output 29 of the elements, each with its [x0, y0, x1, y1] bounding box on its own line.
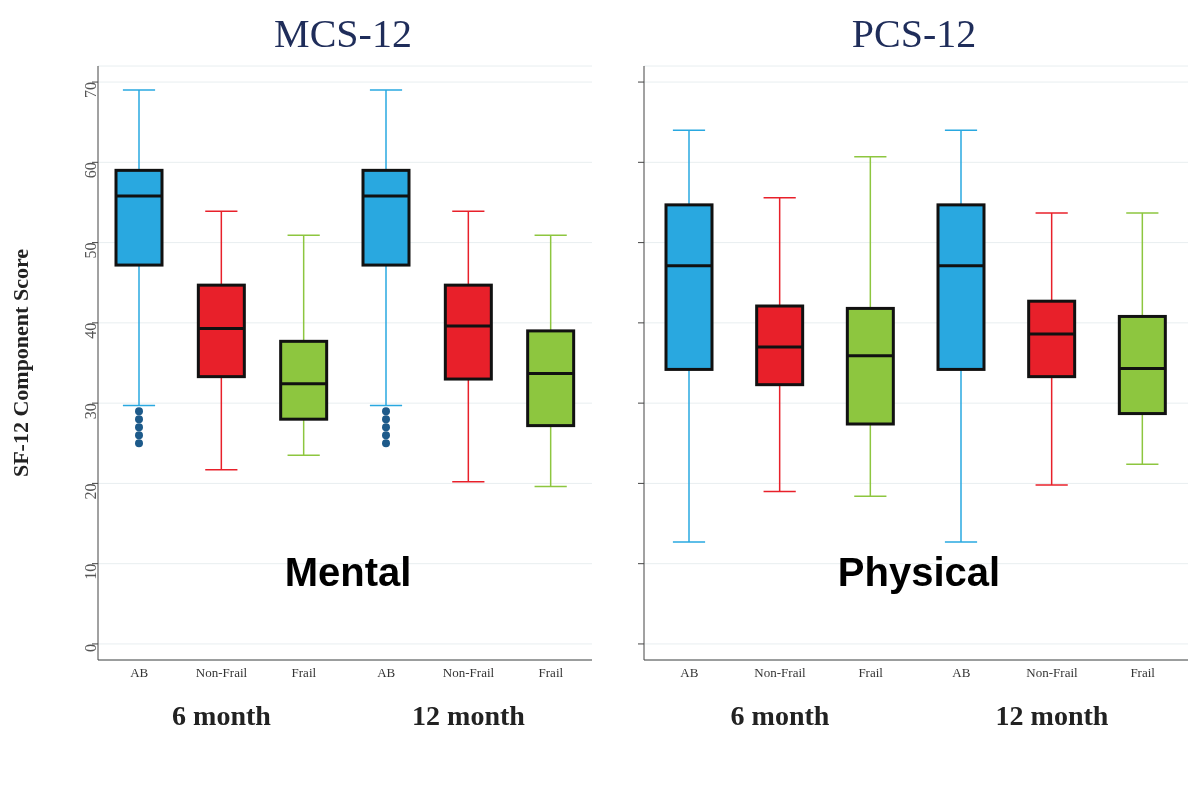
x-tick-label: Non-Frail	[195, 665, 248, 681]
y-axis-title: SF-12 Component Score	[7, 248, 33, 478]
annotation: Physical	[836, 550, 1002, 595]
x-tick-label: Frail	[291, 665, 317, 681]
text: 6 month	[729, 700, 831, 733]
x-tick-label: AB	[680, 665, 699, 681]
text: 12 month	[411, 700, 526, 733]
x-tick-label: Frail	[858, 665, 884, 681]
x-tick-label: AB	[377, 665, 396, 681]
x-tick-label: Frail	[1130, 665, 1156, 681]
y-tick-label: 50	[81, 242, 99, 259]
y-tick-label: 10	[81, 563, 99, 580]
annotation: Mental	[283, 550, 413, 595]
text: 12 month	[994, 700, 1110, 733]
text: 6 month	[171, 700, 272, 733]
y-tick-label: 40	[81, 322, 99, 339]
x-tick-label: Non-Frail	[1026, 665, 1079, 681]
chart-title: MCS-12	[273, 10, 413, 58]
y-tick-label: 0	[81, 643, 99, 652]
y-tick-label: 70	[81, 82, 99, 99]
x-tick-label: Non-Frail	[754, 665, 807, 681]
x-tick-label: AB	[952, 665, 971, 681]
x-tick-label: Non-Frail	[442, 665, 495, 681]
x-tick-label: Frail	[538, 665, 564, 681]
x-tick-label: AB	[130, 665, 149, 681]
y-tick-label: 30	[81, 403, 99, 420]
chart-title: PCS-12	[850, 10, 978, 58]
y-tick-label: 20	[81, 483, 99, 500]
y-tick-label: 60	[81, 162, 99, 179]
